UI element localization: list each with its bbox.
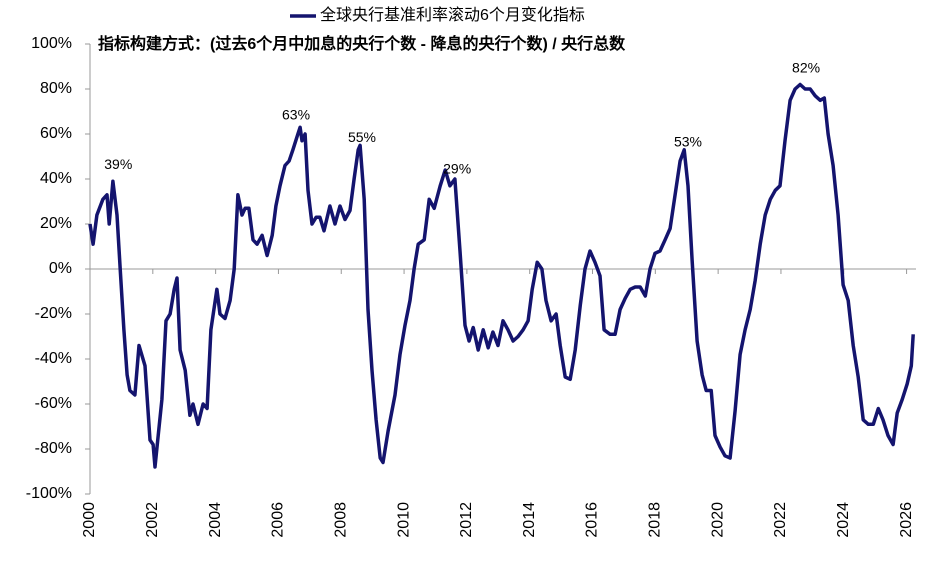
y-tick-label: 20% (40, 215, 72, 232)
x-tick-label: 2004 (207, 502, 224, 538)
y-tick-label: -60% (35, 395, 72, 412)
annotation: 29% (443, 161, 471, 177)
y-tick-label: 60% (40, 125, 72, 142)
x-tick-label: 2026 (898, 502, 915, 538)
x-tick-label: 2016 (584, 502, 601, 538)
x-tick-label: 2008 (332, 502, 349, 538)
y-tick-label: -80% (35, 440, 72, 457)
line (88, 82, 915, 469)
y-tick-label: 80% (40, 80, 72, 97)
annotation: 63% (282, 107, 310, 123)
y-tick-label: 0% (49, 260, 72, 277)
x-tick-label: 2010 (395, 502, 412, 538)
x-tick-label: 2022 (772, 502, 789, 538)
y-tick-label: -100% (26, 485, 72, 502)
y-tick-label: 100% (31, 35, 72, 52)
y-tick-label: -20% (35, 305, 72, 322)
x-tick-label: 2014 (521, 502, 538, 538)
annotation: 53% (674, 134, 702, 150)
x-tick-label: 2000 (81, 502, 98, 538)
legend-label: 全球央行基准利率滚动6个月变化指标 (320, 6, 585, 24)
x-tick-label: 2006 (270, 502, 287, 538)
y-tick-label: -40% (35, 350, 72, 367)
x-tick-label: 2002 (144, 502, 161, 538)
x-tick-label: 2020 (709, 502, 726, 538)
chart-subtitle: 指标构建方式：(过去6个月中加息的央行个数 - 降息的央行个数) / 央行总数 (98, 34, 626, 53)
annotation: 39% (104, 156, 132, 172)
y-tick-label: 40% (40, 170, 72, 187)
x-tick-label: 2018 (647, 502, 664, 538)
x-tick-label: 2012 (458, 502, 475, 538)
annotation: 55% (348, 129, 376, 145)
annotation: 82% (792, 59, 820, 75)
x-tick-label: 2024 (835, 502, 852, 538)
